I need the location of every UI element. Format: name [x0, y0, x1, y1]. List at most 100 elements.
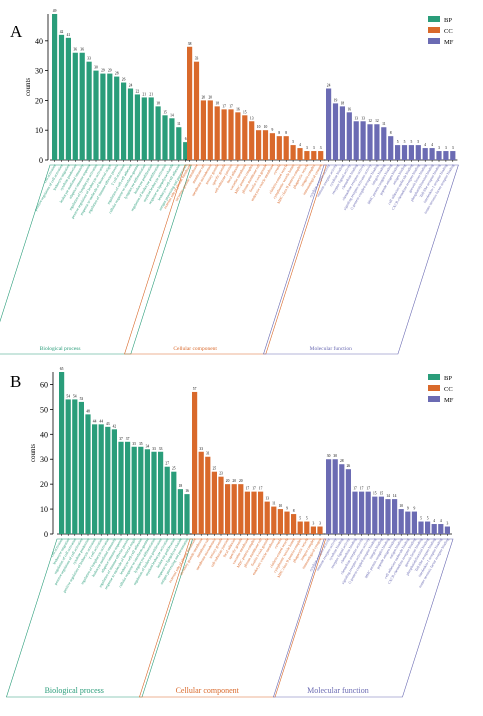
bar — [171, 471, 177, 534]
bar — [352, 491, 358, 534]
bar — [283, 136, 289, 160]
bar — [121, 82, 127, 160]
bar — [318, 151, 324, 160]
bar-value-label: 20 — [232, 479, 236, 483]
bar-value-label: 9 — [272, 128, 274, 132]
bar — [218, 476, 224, 534]
bar — [238, 484, 244, 534]
bar — [205, 456, 211, 534]
bar-value-label: 33 — [195, 57, 199, 61]
bar-value-label: 25 — [172, 467, 176, 471]
bar — [418, 521, 424, 534]
bar-value-label: 30 — [327, 454, 331, 458]
bar — [158, 451, 164, 534]
bar — [228, 109, 234, 160]
bar — [401, 145, 408, 160]
bar-value-label: 12 — [375, 119, 379, 123]
bar — [225, 484, 231, 534]
bar-value-label: 16 — [348, 107, 352, 111]
bar — [183, 142, 189, 160]
bar — [65, 399, 71, 534]
bar — [264, 501, 270, 534]
bar — [169, 118, 175, 160]
bar-value-label: 3 — [306, 146, 308, 150]
legend-label-cc: CC — [444, 386, 453, 393]
bar-value-label: 8 — [390, 131, 392, 135]
legend-swatch-cc — [428, 27, 440, 33]
bar — [249, 121, 255, 160]
bar-value-label: 13 — [361, 116, 365, 120]
bar-value-label: 35 — [139, 442, 143, 446]
bar-value-label: 42 — [60, 30, 64, 34]
bar — [429, 148, 435, 160]
bar-value-label: 21 — [149, 92, 153, 96]
bar-value-label: 15 — [380, 492, 384, 496]
bar-value-label: 5 — [404, 140, 406, 144]
bar-value-label: 43 — [106, 422, 110, 426]
bar — [193, 61, 200, 160]
bar-value-label: 4 — [299, 143, 301, 147]
bar-value-label: 9 — [414, 507, 416, 511]
bar — [444, 526, 450, 534]
y-tick-label: 40 — [35, 37, 43, 46]
group-label: Molecular function — [310, 345, 353, 352]
bar — [107, 73, 113, 160]
bar — [85, 414, 91, 534]
bar-value-label: 11 — [272, 502, 276, 506]
bar — [277, 509, 283, 534]
bar — [269, 133, 275, 160]
legend-label-bp: BP — [444, 17, 452, 24]
bar-value-label: 21 — [143, 92, 147, 96]
bar-value-label: 13 — [354, 116, 358, 120]
bar — [372, 496, 378, 534]
bar — [125, 441, 131, 534]
bar-value-label: 5 — [411, 140, 413, 144]
bar-value-label: 26 — [122, 78, 126, 82]
bar-value-label: 57 — [193, 387, 197, 391]
bar-value-label: 14 — [393, 494, 397, 498]
bar — [431, 524, 437, 534]
bar-value-label: 23 — [219, 472, 223, 476]
bar — [144, 449, 150, 534]
bar — [310, 526, 316, 534]
bar — [214, 106, 220, 160]
bar-value-label: 33 — [199, 447, 203, 451]
bar — [339, 464, 345, 534]
bar-value-label: 15 — [243, 110, 247, 114]
bar-value-label: 11 — [177, 122, 181, 126]
bar — [436, 151, 442, 160]
bar-value-label: 33 — [159, 447, 163, 451]
bar-value-label: 17 — [229, 104, 233, 108]
bar — [177, 489, 183, 534]
bar — [86, 61, 92, 160]
group-frame — [273, 538, 454, 698]
bar — [311, 151, 317, 160]
bar — [198, 451, 204, 534]
bar-value-label: 24 — [129, 83, 133, 87]
bar — [78, 401, 84, 534]
bar — [450, 151, 456, 160]
bar — [79, 52, 85, 160]
group-frame — [263, 164, 459, 355]
bar — [332, 459, 338, 534]
y-tick-label: 50 — [40, 405, 48, 414]
group-label: Biological process — [45, 686, 104, 695]
bar — [332, 103, 339, 160]
bar-value-label: 53 — [80, 397, 84, 401]
bar-value-label: 14 — [170, 113, 174, 117]
bar-value-label: 34 — [146, 444, 150, 448]
bar-value-label: 44 — [99, 419, 103, 423]
bar-value-label: 4 — [433, 519, 435, 523]
bar-value-label: 18 — [215, 101, 219, 105]
bar-value-label: 20 — [202, 95, 206, 99]
bar-value-label: 38 — [188, 42, 192, 46]
bar — [262, 130, 269, 160]
bar-value-label: 4 — [424, 143, 426, 147]
bar — [200, 100, 206, 160]
bar — [378, 496, 384, 534]
bar-value-label: 3 — [438, 146, 440, 150]
bar — [326, 459, 332, 534]
y-tick-label: 20 — [35, 96, 43, 105]
bar — [276, 136, 282, 160]
